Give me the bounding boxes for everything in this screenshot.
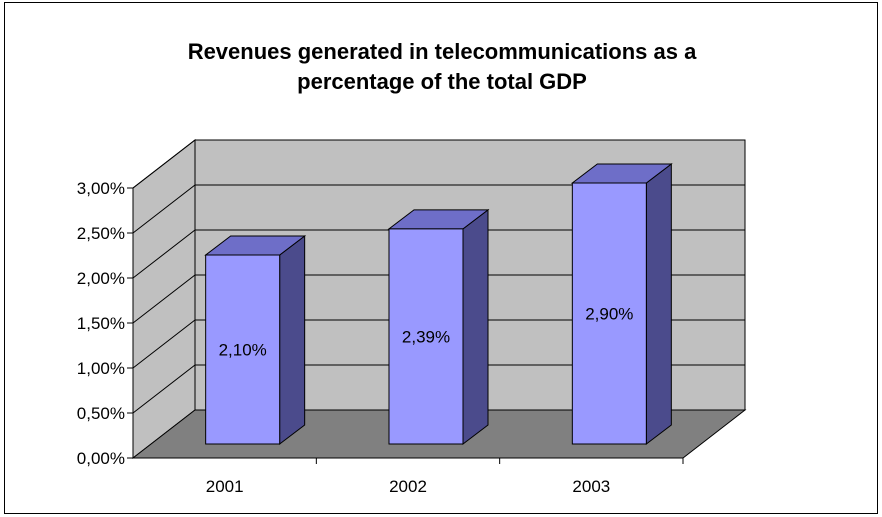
- gridline: [132, 319, 745, 369]
- y-tick-label: 0,50%: [77, 404, 125, 423]
- data-label: 2,90%: [585, 305, 633, 324]
- y-tick-label: 2,00%: [77, 269, 125, 288]
- chart-frame: Revenues generated in telecommunications…: [4, 2, 878, 514]
- y-tick-label: 1,00%: [77, 359, 125, 378]
- chart-title-line-1: Revenues generated in telecommunications…: [187, 39, 697, 64]
- y-tick-label: 1,50%: [77, 314, 125, 333]
- bar-side: [645, 162, 672, 446]
- gridline: [132, 274, 745, 324]
- bar: [205, 254, 281, 445]
- plot-area: 0,00% 0,50% 1,00% 1,50% 2,00% 2,50% 3,00% 2,10%…: [77, 138, 747, 496]
- bar: [388, 228, 464, 445]
- y-tick-label: 0,00%: [77, 449, 125, 468]
- x-tick-label: 2002: [389, 477, 427, 496]
- y-tick-label: 2,50%: [77, 224, 125, 243]
- y-tick-label: 3,00%: [77, 179, 125, 198]
- chart-title-line-2: percentage of the total GDP: [297, 69, 587, 94]
- x-tick-label: 2001: [206, 477, 244, 496]
- bar-side: [462, 208, 489, 446]
- data-label: 2,39%: [402, 327, 450, 346]
- gridline: [132, 184, 745, 234]
- data-label: 2,10%: [219, 341, 267, 360]
- bar-side: [279, 234, 306, 446]
- gridline: [132, 229, 745, 279]
- gridline: [132, 364, 745, 414]
- chart-title: Revenues generated in telecommunications…: [5, 37, 879, 97]
- bar: [571, 182, 647, 445]
- x-tick-label: 2003: [572, 477, 610, 496]
- gridline: [132, 139, 745, 189]
